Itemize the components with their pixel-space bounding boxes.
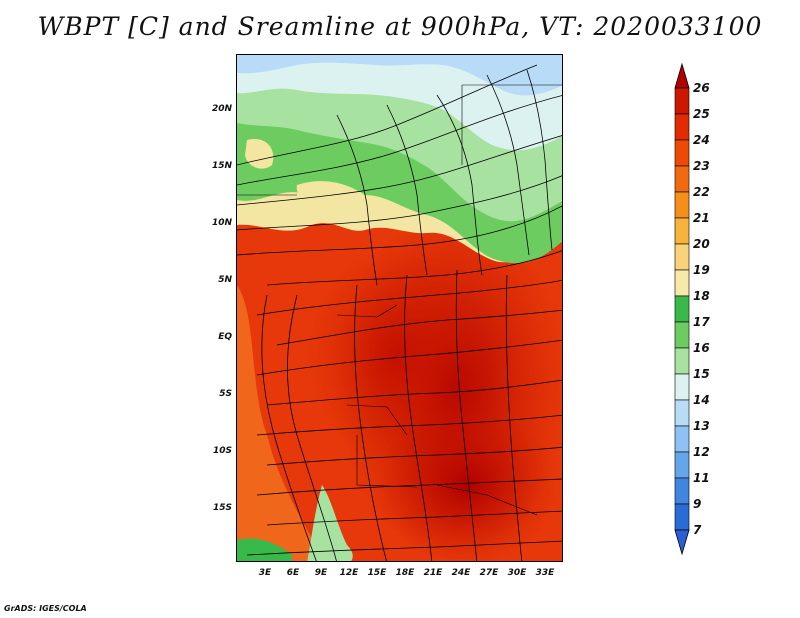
colorbar-segment	[674, 269, 690, 297]
lon-label: 30E	[507, 568, 527, 578]
map-panel	[236, 54, 563, 562]
colorbar-segment	[674, 243, 690, 271]
lon-label: 6E	[286, 568, 300, 578]
colorbar-label: 9	[693, 497, 702, 511]
colorbar-segment	[674, 295, 690, 323]
lon-label: 21E	[423, 568, 443, 578]
colorbar-label: 23	[693, 159, 710, 173]
lon-label: 12E	[339, 568, 359, 578]
colorbar-label: 12	[693, 445, 710, 459]
colorbar-label: 15	[693, 367, 710, 381]
blue-band	[237, 55, 562, 96]
lat-label: 10S	[212, 446, 232, 456]
streamlines	[237, 64, 562, 561]
map-svg	[237, 55, 562, 561]
colorbar-segment	[674, 373, 690, 401]
colorbar-label: 16	[693, 341, 710, 355]
colorbar-segment	[674, 347, 690, 375]
lon-label: 9E	[314, 568, 328, 578]
lat-label: 15N	[211, 161, 232, 171]
lon-label: 24E	[451, 568, 471, 578]
colorbar-label: 7	[693, 523, 702, 537]
colorbar-label: 17	[693, 315, 710, 329]
colorbar-segment	[674, 451, 690, 479]
lon-label: 18E	[395, 568, 415, 578]
lat-label: 5S	[219, 389, 232, 399]
colorbar-bottom-arrow	[674, 529, 690, 556]
colorbar-segment	[674, 113, 690, 141]
colorbar-label: 26	[693, 81, 710, 95]
colorbar-segment	[674, 425, 690, 453]
colorbar-label: 18	[693, 289, 710, 303]
lat-label: EQ	[218, 332, 232, 342]
lon-label: 15E	[367, 568, 387, 578]
colorbar	[674, 62, 690, 556]
colorbar-label: 20	[693, 237, 710, 251]
colorbar-segment	[674, 87, 690, 115]
colorbar-top-arrow	[674, 62, 690, 89]
colorbar-segment	[674, 165, 690, 193]
colorbar-label: 19	[693, 263, 710, 277]
colorbar-label: 21	[693, 211, 710, 225]
colorbar-segment	[674, 191, 690, 219]
colorbar-segment	[674, 399, 690, 427]
colorbar-label: 13	[693, 419, 710, 433]
credit-text: GrADS: IGES/COLA	[4, 604, 87, 613]
colorbar-segment	[674, 503, 690, 531]
colorbar-segment	[674, 321, 690, 349]
borders	[237, 84, 562, 516]
lon-label: 3E	[258, 568, 272, 578]
chart-title: WBPT [C] and Sreamline at 900hPa, VT: 20…	[37, 12, 763, 41]
orange-west	[237, 285, 326, 561]
colorbar-label: 22	[693, 185, 710, 199]
lat-label: 15S	[212, 503, 232, 513]
lon-label: 27E	[479, 568, 499, 578]
colorbar-label: 25	[693, 107, 710, 121]
lat-label: 20N	[211, 104, 232, 114]
lat-label: 10N	[211, 218, 232, 228]
lon-label: 33E	[535, 568, 555, 578]
colorbar-label: 11	[693, 471, 710, 485]
sw-green-edge	[237, 538, 292, 561]
colorbar-label: 14	[693, 393, 710, 407]
cream-patch-2	[296, 181, 377, 215]
colorbar-label: 24	[693, 133, 710, 147]
colorbar-segment	[674, 139, 690, 167]
lat-label: 5N	[218, 275, 232, 285]
colorbar-segment	[674, 217, 690, 245]
colorbar-segment	[674, 477, 690, 505]
